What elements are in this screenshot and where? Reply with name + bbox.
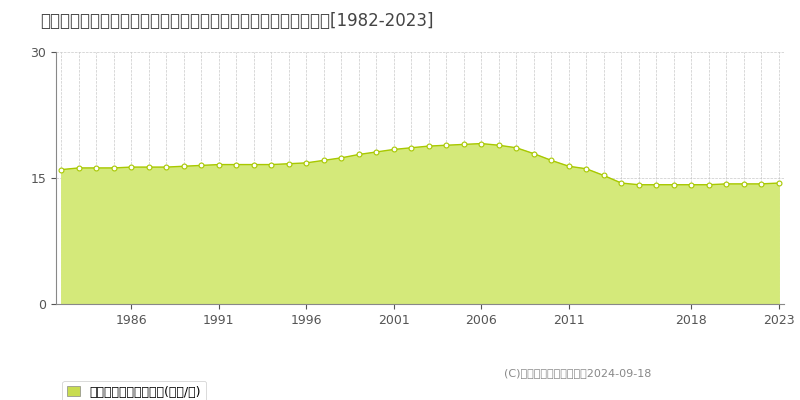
Text: (C)土地価格ドットコム　2024-09-18: (C)土地価格ドットコム 2024-09-18: [504, 368, 651, 378]
Legend: 公示地価　平均坪単価(万円/坪): 公示地価 平均坪単価(万円/坪): [62, 380, 206, 400]
Text: 青森県八戸市大字尻内町字表河原１５番１　公示地価　地価推移[1982-2023]: 青森県八戸市大字尻内町字表河原１５番１ 公示地価 地価推移[1982-2023]: [40, 12, 434, 30]
